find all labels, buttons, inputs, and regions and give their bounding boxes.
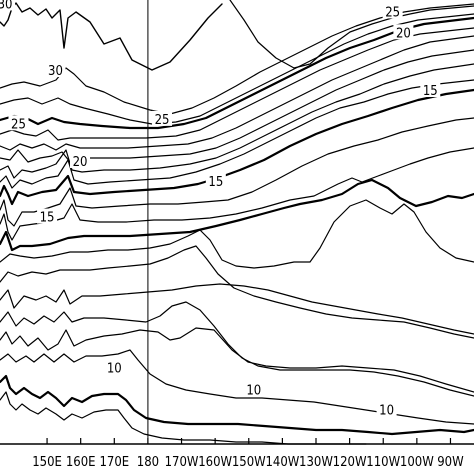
contour-label-knockout: [37, 208, 58, 224]
contour-line: [0, 245, 474, 339]
contour-labels: 30 25 25 25 20 20 15 15 15 10 10 10 30: [0, 0, 441, 419]
contour-line: [0, 283, 474, 335]
contour-value-label: 10: [246, 384, 261, 399]
contour-line: [0, 27, 474, 141]
contour-label-knockout: [393, 24, 414, 40]
contour-value-label: 20: [73, 155, 88, 170]
x-tick-label: 90W: [437, 455, 464, 470]
contour-value-label: 15: [208, 175, 223, 190]
contour-line: [0, 178, 474, 252]
x-tick-label: 160E: [66, 455, 96, 470]
contour-line: [0, 16, 474, 130]
contour-value-label: 10: [107, 362, 122, 377]
contour-label-knockout: [104, 359, 125, 375]
contour-line: [0, 88, 474, 206]
contour-label-knockout: [45, 62, 66, 78]
contour-line: [0, 13, 474, 125]
contour-label-knockout: [152, 110, 173, 126]
contour-label-knockout: [0, 0, 16, 11]
contour-line: [0, 301, 474, 397]
contour-line: [0, 349, 474, 425]
contour-value-label: 20: [396, 26, 411, 41]
contour-label-knockout: [205, 173, 226, 189]
contour-line: [0, 2, 223, 71]
x-tick-label: 170E: [99, 455, 129, 470]
contour-label-knockout: [243, 381, 264, 397]
contour-line: [0, 63, 474, 179]
contour-value-label: 15: [423, 84, 438, 99]
contour-label-knockout: [8, 115, 29, 131]
contour-line: [0, 327, 474, 393]
x-tick-label: 130W: [299, 455, 333, 470]
contour-line: [0, 35, 474, 151]
contour-value-label: 25: [11, 117, 26, 132]
x-tick-label: 150E: [32, 455, 62, 470]
contour-line: [0, 374, 474, 436]
x-tick-label: 110W: [366, 455, 400, 470]
contour-label-knockout: [376, 401, 397, 417]
contour-line: [0, 79, 474, 189]
x-tick-label: 120W: [333, 455, 367, 470]
x-axis: 150E 160E 170E 180 170W 160W 150W 140W 130W 120W 1…: [0, 438, 474, 470]
contour-value-label: 25: [155, 113, 170, 128]
contour-line: [0, 49, 474, 163]
contour-line: [0, 3, 474, 115]
contour-value-label: 10: [379, 404, 394, 419]
x-tick-label: 170W: [165, 455, 199, 470]
contour-line: [0, 117, 474, 227]
contour-line: [0, 391, 367, 445]
contour-line: [229, 0, 474, 69]
contour-label-knockout: [70, 153, 91, 169]
contour-label-knockout: [382, 3, 403, 19]
x-tick-label: 150W: [232, 455, 266, 470]
contour-label-knockout: [420, 82, 441, 98]
x-tick-label: 160W: [198, 455, 232, 470]
contour-lines: [0, 0, 474, 445]
x-tick-label: 140W: [265, 455, 299, 470]
contour-value-label: 25: [385, 5, 400, 20]
contour-value-label: 30: [48, 64, 63, 79]
x-tick-label: 180: [137, 455, 159, 470]
x-tick-label: 100W: [400, 455, 434, 470]
contour-line: [0, 199, 474, 269]
contour-value-label: 15: [40, 211, 55, 226]
contour-line: [0, 147, 474, 241]
contour-value-label: 30: [0, 0, 12, 12]
